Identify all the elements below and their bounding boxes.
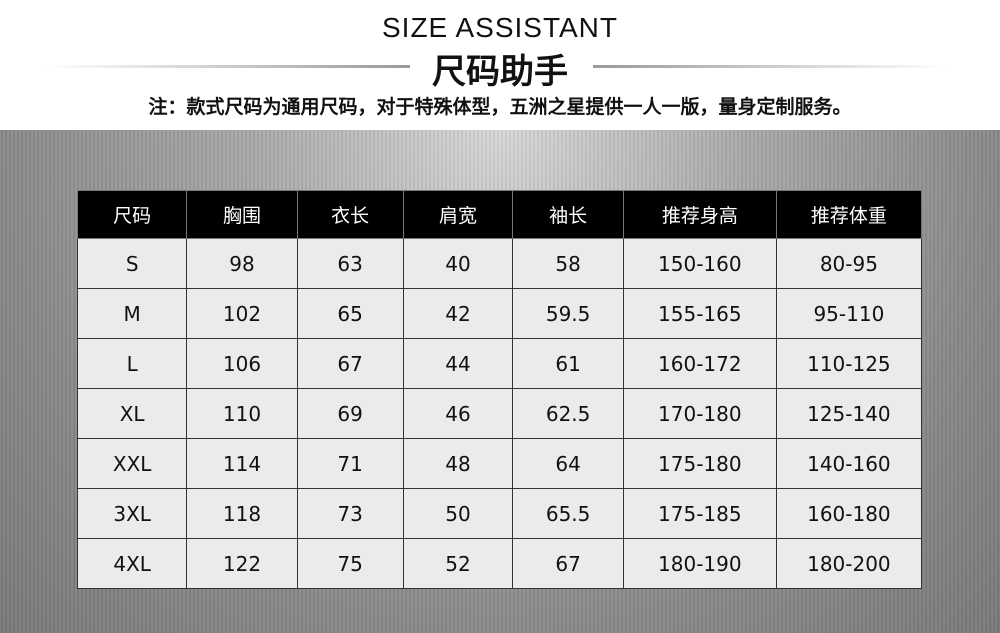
table-cell: 67: [296, 338, 404, 389]
column-header: 尺码: [76, 190, 188, 239]
table-cell: 71: [296, 438, 404, 489]
note-text: 注：款式尺码为通用尺码，对于特殊体型，五洲之星提供一人一版，量身定制服务。: [148, 96, 852, 118]
table-cell: 95-110: [775, 288, 923, 339]
table-cell: L: [76, 338, 188, 389]
title-english: SIZE ASSISTANT: [382, 12, 618, 43]
table-cell: 65.5: [512, 488, 624, 539]
table-cell: 80-95: [775, 238, 923, 289]
table-cell: 98: [186, 238, 298, 289]
column-header: 推荐身高: [622, 190, 777, 239]
table-cell: 42: [402, 288, 514, 339]
table-cell: 61: [512, 338, 624, 389]
table-cell: 180-200: [775, 538, 923, 589]
size-table: 尺码 胸围 衣长 肩宽 袖长 推荐身高 推荐体重 S 98 63 40 58 150-160 80-95…: [76, 190, 923, 589]
table-cell: 50: [402, 488, 514, 539]
table-cell: 58: [512, 238, 624, 289]
table-cell: 114: [186, 438, 298, 489]
table-cell: 110: [186, 388, 298, 439]
table-row: S 98 63 40 58 150-160 80-95: [76, 238, 923, 289]
table-cell: XL: [76, 388, 188, 439]
table-cell: 122: [186, 538, 298, 589]
table-cell: 110-125: [775, 338, 923, 389]
table-cell: 69: [296, 388, 404, 439]
table-cell: 180-190: [622, 538, 777, 589]
table-cell: 62.5: [512, 388, 624, 439]
header-row: 尺码 胸围 衣长 肩宽 袖长 推荐身高 推荐体重: [76, 190, 923, 239]
table-cell: 63: [296, 238, 404, 289]
header: SIZE ASSISTANT 尺码助手 注：款式尺码为通用尺码，对于特殊体型，五…: [0, 0, 1000, 130]
table-cell: 150-160: [622, 238, 777, 289]
table-cell: 160-180: [775, 488, 923, 539]
table-cell: 64: [512, 438, 624, 489]
table-row: XL 110 69 46 62.5 170-180 125-140: [76, 388, 923, 439]
table-cell: 75: [296, 538, 404, 589]
table-cell: 67: [512, 538, 624, 589]
table-cell: 102: [186, 288, 298, 339]
table-row: 3XL 118 73 50 65.5 175-185 160-180: [76, 488, 923, 539]
table-cell: 175-185: [622, 488, 777, 539]
table-cell: 3XL: [76, 488, 188, 539]
table-cell: 125-140: [775, 388, 923, 439]
table-cell: XXL: [76, 438, 188, 489]
column-header: 袖长: [512, 190, 624, 239]
column-header: 衣长: [296, 190, 404, 239]
column-header: 胸围: [186, 190, 298, 239]
table-cell: S: [76, 238, 188, 289]
table-row: 4XL 122 75 52 67 180-190 180-200: [76, 538, 923, 589]
table-row: M 102 65 42 59.5 155-165 95-110: [76, 288, 923, 339]
table-cell: 44: [402, 338, 514, 389]
column-header: 肩宽: [402, 190, 514, 239]
table-cell: 170-180: [622, 388, 777, 439]
table-cell: 140-160: [775, 438, 923, 489]
table-cell: 118: [186, 488, 298, 539]
table-cell: 48: [402, 438, 514, 489]
table-cell: 59.5: [512, 288, 624, 339]
divider-left: [45, 65, 410, 68]
table-cell: 160-172: [622, 338, 777, 389]
table-cell: 155-165: [622, 288, 777, 339]
table-row: L 106 67 44 61 160-172 110-125: [76, 338, 923, 389]
table-cell: 65: [296, 288, 404, 339]
table-cell: 73: [296, 488, 404, 539]
table-cell: 175-180: [622, 438, 777, 489]
table-cell: 106: [186, 338, 298, 389]
table-cell: M: [76, 288, 188, 339]
divider-right: [593, 65, 948, 68]
title-chinese: 尺码助手: [432, 52, 568, 92]
table-cell: 40: [402, 238, 514, 289]
table-cell: 52: [402, 538, 514, 589]
column-header: 推荐体重: [775, 190, 923, 239]
table-cell: 46: [402, 388, 514, 439]
table-cell: 4XL: [76, 538, 188, 589]
table-row: XXL 114 71 48 64 175-180 140-160: [76, 438, 923, 489]
